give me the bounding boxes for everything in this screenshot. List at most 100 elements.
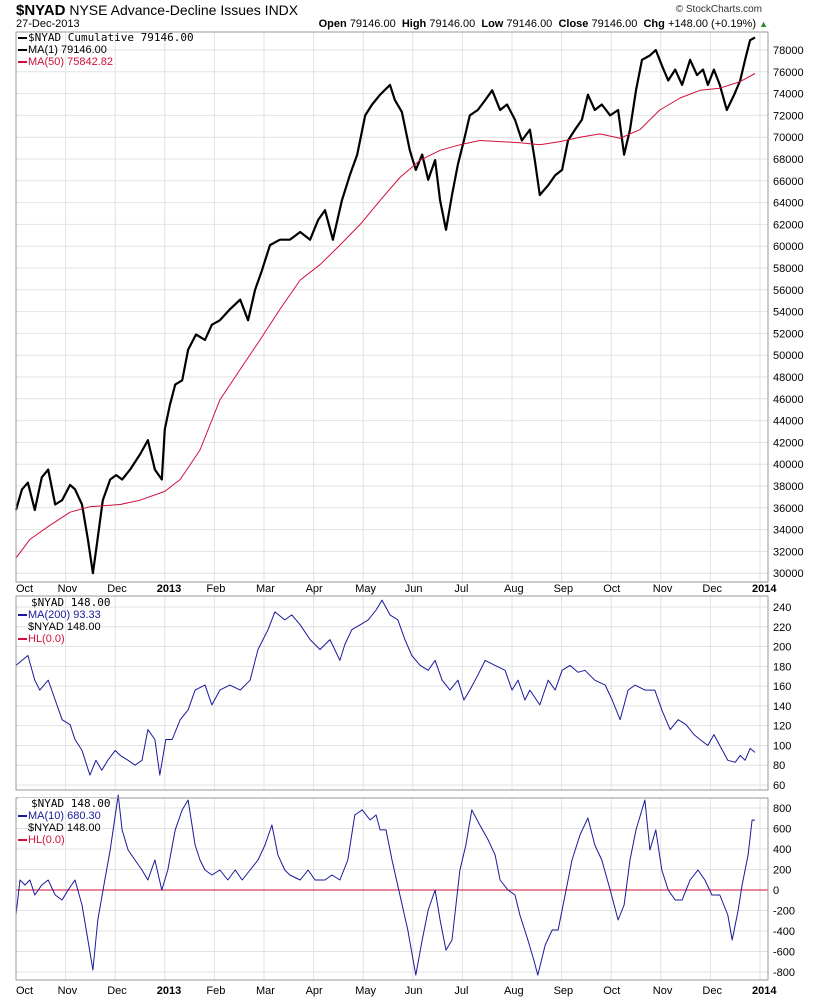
plot-border (15, 31, 769, 583)
series-line-ma200 (15, 599, 756, 776)
x-tick-label: Feb (206, 985, 225, 997)
y-tick-label: 76000 (773, 67, 804, 79)
copyright: © StockCharts.com (675, 4, 762, 15)
y-tick-label: 0 (773, 885, 779, 897)
x-tick-label: Oct (16, 985, 33, 997)
x-tick-label: 2014 (752, 985, 777, 997)
close-label: Close (558, 18, 589, 30)
y-tick-label: 120 (773, 721, 791, 733)
y-tick-label: 70000 (773, 132, 804, 144)
series-line-ma50 (15, 73, 756, 559)
series-line-ma1 (14, 36, 756, 575)
x-tick-label: May (355, 583, 376, 595)
x-tick-label: Aug (504, 985, 524, 997)
y-tick-label: 36000 (773, 503, 804, 515)
legend-item: $NYAD 148.00 (28, 822, 101, 834)
plot-border (15, 595, 769, 791)
x-tick-label: Dec (107, 985, 127, 997)
close-value: 79146.00 (591, 18, 638, 30)
y-tick-label: 800 (773, 803, 791, 815)
legend-panel-1: $NYAD Cumulative 79146.00 MA(1) 79146.00… (18, 32, 194, 68)
plot-area (16, 596, 768, 790)
x-tick-label: Nov (58, 985, 78, 997)
open-label: Open (318, 18, 347, 30)
y-tick-label: 80 (773, 760, 785, 772)
x-tick-label: Apr (306, 583, 323, 595)
x-tick-label: Aug (504, 583, 524, 595)
y-tick-label: 44000 (773, 416, 804, 428)
x-tick-label: Dec (702, 985, 722, 997)
y-tick-label: 66000 (773, 176, 804, 188)
y-tick-label: 62000 (773, 219, 804, 231)
y-tick-label: 60 (773, 780, 785, 792)
legend-item: $NYAD 148.00 (28, 621, 101, 633)
y-tick-label: 32000 (773, 546, 804, 558)
x-tick-label: Sep (554, 985, 574, 997)
y-tick-label: 200 (773, 865, 791, 877)
x-tick-label: Nov (653, 985, 673, 997)
up-triangle-icon: ▲ (759, 19, 768, 29)
y-tick-label: 78000 (773, 45, 804, 57)
y-tick-label: 56000 (773, 285, 804, 297)
legend-item: MA(50) 75842.82 (18, 56, 194, 68)
x-tick-label: Dec (107, 583, 127, 595)
low-label: Low (481, 18, 504, 30)
x-tick-label: Jun (405, 985, 423, 997)
x-tick-label: Jun (405, 583, 423, 595)
x-tick-label: Jul (454, 583, 468, 595)
x-tick-label: May (355, 985, 376, 997)
y-tick-label: 68000 (773, 154, 804, 166)
x-tick-label: Sep (554, 583, 574, 595)
legend-item: $NYAD Cumulative 79146.00 (18, 32, 194, 44)
low-value: 79146.00 (506, 18, 553, 30)
x-tick-label: 2014 (752, 583, 777, 595)
y-tick-label: 400 (773, 844, 791, 856)
open-value: 79146.00 (349, 18, 396, 30)
y-tick-label: -800 (773, 967, 795, 979)
y-tick-label: 48000 (773, 372, 804, 384)
legend-item: MA(1) 79146.00 (18, 44, 194, 56)
chart-title: $NYAD NYSE Advance-Decline Issues INDX (16, 2, 298, 19)
x-tick-label: Oct (16, 583, 33, 595)
x-tick-label: Nov (58, 583, 78, 595)
legend-item: MA(10) 680.30 (18, 810, 110, 822)
x-tick-label: Mar (256, 583, 275, 595)
y-tick-label: 42000 (773, 437, 804, 449)
legend-panel-2: $NYAD 148.00 MA(200) 93.33 $NYAD 148.00 … (18, 597, 110, 645)
y-tick-label: 38000 (773, 481, 804, 493)
symbol-name: NYSE Advance-Decline Issues INDX (69, 2, 299, 18)
legend-item: MA(200) 93.33 (18, 609, 110, 621)
high-value: 79146.00 (429, 18, 476, 30)
y-tick-label: 100 (773, 740, 791, 752)
y-tick-label: 140 (773, 701, 791, 713)
x-tick-label: Oct (603, 985, 620, 997)
legend-item: $NYAD 148.00 (18, 798, 111, 810)
y-tick-label: 220 (773, 622, 791, 634)
y-tick-label: 200 (773, 642, 791, 654)
y-tick-label: 240 (773, 602, 791, 614)
x-tick-label: Dec (702, 583, 722, 595)
x-tick-label: 2013 (157, 583, 181, 595)
y-tick-label: 600 (773, 824, 791, 836)
panel-3: -800 -600 -400 -200 0 200 400 600 800 Oct Nov Dec 20… (15, 794, 795, 997)
y-tick-label: 180 (773, 661, 791, 673)
chg-label: Chg (643, 18, 665, 30)
panel-2: 60 80 100 120 140 160 180 200 220 240 (15, 595, 791, 792)
symbol: $NYAD (16, 2, 66, 19)
x-tick-label: Mar (256, 985, 275, 997)
y-tick-label: 58000 (773, 263, 804, 275)
x-tick-label: Apr (306, 985, 323, 997)
legend-item: $NYAD 148.00 (31, 596, 111, 609)
x-tick-label: Feb (206, 583, 225, 595)
high-label: High (401, 18, 427, 30)
y-tick-label: -200 (773, 906, 795, 918)
y-tick-label: 54000 (773, 307, 804, 319)
y-tick-label: 74000 (773, 89, 804, 101)
y-tick-label: 52000 (773, 328, 804, 340)
y-tick-label: 46000 (773, 394, 804, 406)
panel-1: 30000 32000 34000 36000 38000 40000 42000 44000… (14, 31, 804, 595)
series-line-ma10 (15, 794, 756, 976)
y-tick-label: 50000 (773, 350, 804, 362)
y-tick-label: 160 (773, 681, 791, 693)
ohlc-summary: Open 79146.00 High 79146.00 Low 79146.00… (319, 18, 768, 30)
